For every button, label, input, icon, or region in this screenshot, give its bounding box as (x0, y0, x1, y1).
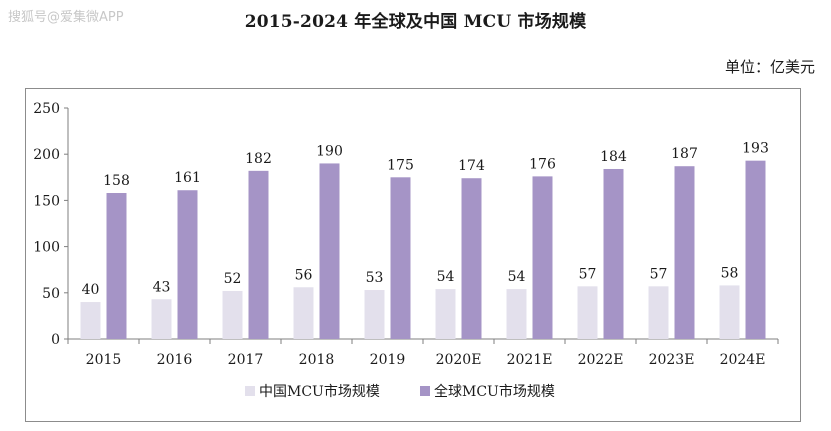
data-label-global: 161 (174, 170, 201, 186)
data-label-global: 190 (316, 143, 343, 159)
bar-china (648, 286, 669, 339)
x-tick-label: 2021E (507, 352, 553, 368)
data-label-global: 158 (103, 173, 130, 189)
y-tick-label: 200 (33, 147, 60, 163)
bar-global (177, 190, 198, 339)
data-label-china: 43 (153, 279, 171, 295)
data-label-global: 182 (245, 151, 272, 167)
y-tick-label: 250 (33, 101, 60, 117)
bar-global (532, 176, 553, 339)
data-label-china: 54 (437, 269, 455, 285)
data-label-global: 175 (387, 157, 414, 173)
y-tick-label: 100 (33, 240, 60, 256)
bar-china (435, 289, 456, 339)
bar-china (506, 289, 527, 339)
bar-global (248, 170, 269, 339)
x-tick-label: 2023E (649, 352, 695, 368)
legend-label-china: 中国MCU市场规模 (259, 383, 380, 400)
y-tick-label: 50 (42, 286, 60, 302)
data-label-china: 53 (366, 270, 384, 286)
x-tick-label: 2017 (228, 352, 264, 368)
bar-china (293, 287, 314, 339)
chart-title: 2015-2024 年全球及中国 MCU 市场规模 (244, 12, 587, 32)
data-label-china: 57 (579, 266, 597, 282)
bar-global (674, 166, 695, 339)
bar-global (745, 160, 766, 339)
x-tick-label: 2019 (370, 352, 406, 368)
x-tick-label: 2018 (299, 352, 335, 368)
bar-china (577, 286, 598, 339)
data-label-global: 184 (600, 149, 627, 165)
bar-china (364, 290, 385, 339)
unit-label: 单位：亿美元 (724, 58, 815, 76)
bar-global (390, 177, 411, 339)
x-tick-label: 2016 (157, 352, 193, 368)
x-tick-label: 2024E (720, 352, 766, 368)
chart-frame (25, 88, 801, 422)
bar-global (461, 178, 482, 339)
x-tick-label: 2022E (578, 352, 624, 368)
bar-china (80, 302, 101, 339)
data-label-global: 187 (671, 146, 698, 162)
y-tick-label: 150 (33, 193, 60, 209)
data-label-china: 57 (650, 266, 668, 282)
bar-china (222, 290, 243, 339)
data-label-global: 176 (529, 156, 556, 172)
y-tick-label: 0 (51, 332, 60, 348)
data-label-china: 54 (508, 269, 526, 285)
bar-china (151, 299, 172, 339)
legend-label-global: 全球MCU市场规模 (434, 383, 555, 400)
x-tick-label: 2020E (436, 352, 482, 368)
data-label-china: 40 (82, 282, 100, 298)
bar-global (106, 193, 127, 339)
x-tick-label: 2015 (86, 352, 122, 368)
bar-global (603, 168, 624, 339)
data-label-china: 56 (295, 267, 313, 283)
legend-swatch-china (245, 386, 255, 396)
legend-swatch-global (420, 386, 430, 396)
data-label-china: 52 (224, 271, 242, 287)
watermark: 搜狐号@爱集微APP (8, 10, 124, 25)
data-label-china: 58 (721, 265, 739, 281)
bar-global (319, 163, 340, 339)
bar-china (719, 285, 740, 339)
data-label-global: 193 (742, 141, 769, 157)
data-label-global: 174 (458, 158, 485, 174)
